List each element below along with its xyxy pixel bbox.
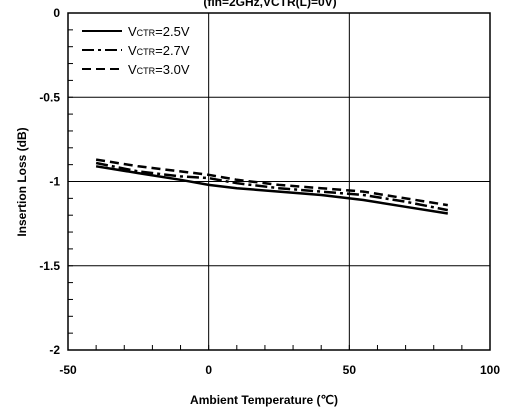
grid-lines	[68, 13, 490, 350]
x-tick-label: 0	[205, 363, 212, 377]
y-tick-label: -1.5	[39, 259, 60, 273]
y-tick-label: 0	[53, 6, 60, 20]
x-tick-label: 50	[343, 363, 357, 377]
y-axis-title: Insertion Loss (dB)	[15, 127, 29, 236]
legend: VCTR=2.5V VCTR=2.7V VCTR=3.0V	[82, 24, 190, 77]
chart-title: (fin=2GHz,VCTR(L)=0V)	[203, 0, 336, 9]
legend-label-3: VCTR=3.0V	[128, 62, 190, 77]
x-tick-label: 100	[480, 363, 500, 377]
series-line-2	[95, 161, 449, 212]
y-tick-label: -0.5	[39, 90, 60, 104]
series-line-3	[95, 158, 448, 207]
x-tick-label: -50	[59, 363, 77, 377]
legend-label-1: VCTR=2.5V	[128, 24, 190, 39]
legend-label-2: VCTR=2.7V	[128, 43, 190, 58]
axis-ticks: -50 0 50 100 0 -0.5 -1 -1.5 -2	[39, 6, 500, 377]
series-line-1	[95, 165, 448, 215]
y-tick-label: -2	[49, 343, 60, 357]
y-tick-label: -1	[49, 175, 60, 189]
x-axis-title: Ambient Temperature (℃)	[190, 393, 338, 407]
series-lines	[95, 158, 449, 215]
